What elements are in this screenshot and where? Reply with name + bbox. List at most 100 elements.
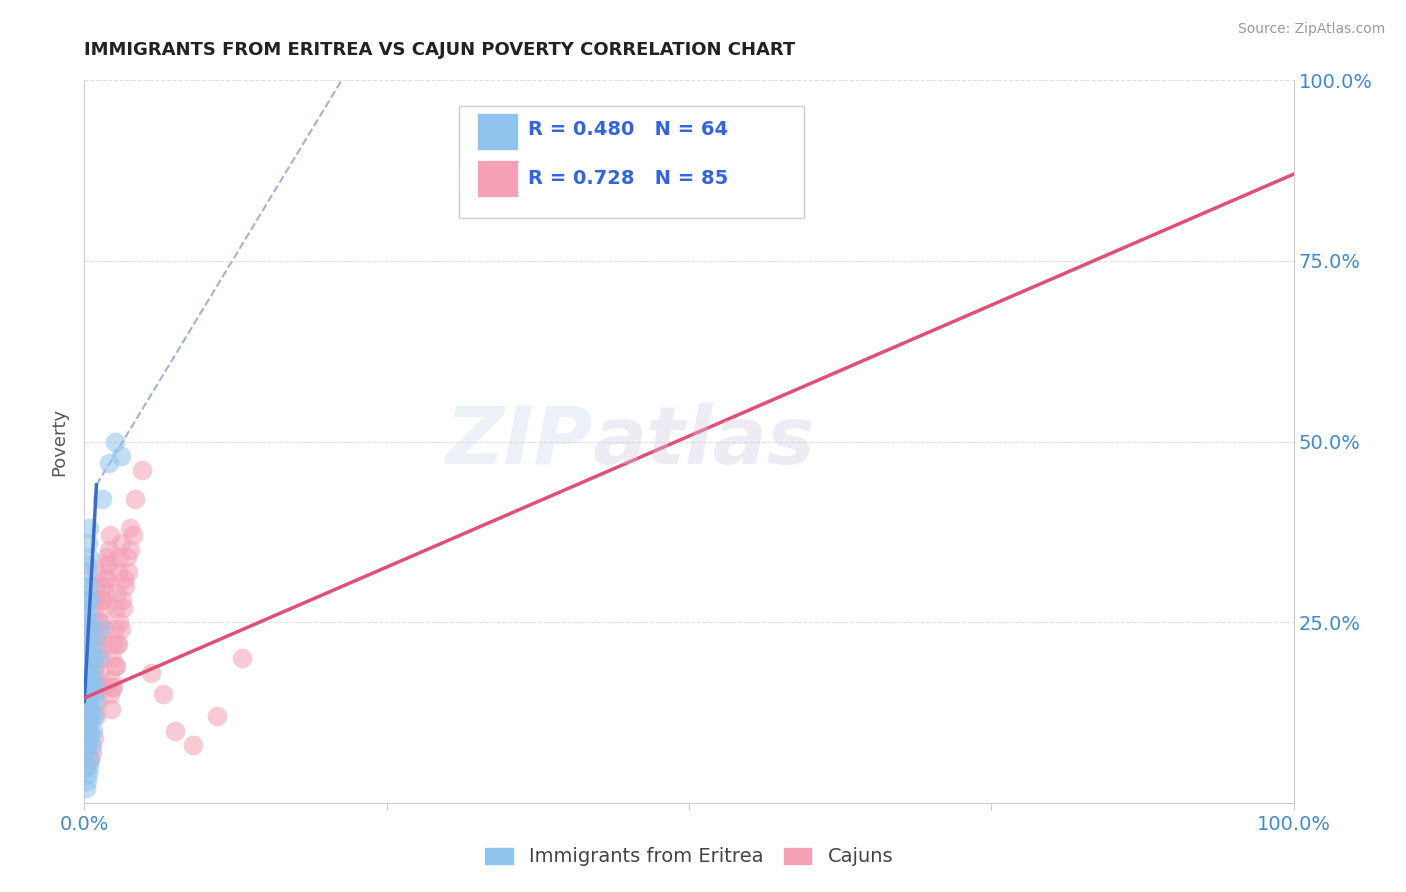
Point: [165, 723, 187, 738]
Point: [75, 738, 97, 752]
Point: [75, 630, 97, 644]
Point: [76, 637, 98, 651]
Point: [80, 680, 103, 694]
Point: [76, 680, 98, 694]
Point: [77, 550, 100, 565]
Point: [82, 607, 104, 622]
Point: [77, 658, 100, 673]
Point: [76, 558, 98, 572]
Point: [77, 607, 100, 622]
Point: [152, 687, 174, 701]
Point: [91, 492, 114, 507]
Point: [77, 709, 100, 723]
Point: [131, 463, 153, 477]
Point: [75, 781, 97, 796]
Text: R = 0.480   N = 64: R = 0.480 N = 64: [529, 120, 728, 139]
Point: [110, 449, 132, 463]
Point: [87, 615, 110, 630]
Point: [75, 695, 97, 709]
Point: [79, 637, 101, 651]
Point: [77, 760, 100, 774]
Point: [82, 723, 104, 738]
Point: [75, 760, 97, 774]
Point: [76, 709, 98, 723]
Point: [181, 738, 204, 752]
Point: [121, 528, 143, 542]
Point: [107, 637, 129, 651]
Point: [86, 709, 108, 723]
Point: [86, 651, 108, 665]
Point: [76, 702, 98, 716]
Point: [84, 579, 107, 593]
Text: ZIP: ZIP: [444, 402, 592, 481]
Point: [76, 593, 98, 607]
Point: [77, 695, 100, 709]
Point: [97, 542, 120, 557]
Point: [77, 651, 100, 665]
Point: [111, 593, 134, 607]
Point: [104, 434, 127, 449]
Point: [100, 673, 122, 687]
Point: [77, 637, 100, 651]
Point: [98, 687, 121, 701]
Point: [108, 615, 131, 630]
Point: [101, 651, 124, 665]
Point: [76, 680, 98, 694]
Point: [108, 550, 131, 565]
Point: [77, 723, 100, 738]
Text: Source: ZipAtlas.com: Source: ZipAtlas.com: [1237, 22, 1385, 37]
Point: [79, 673, 101, 687]
Point: [77, 644, 100, 658]
Point: [79, 702, 101, 716]
Point: [96, 572, 118, 586]
Point: [139, 665, 162, 680]
Point: [90, 651, 112, 665]
Point: [79, 593, 101, 607]
Point: [104, 623, 127, 637]
Point: [80, 709, 103, 723]
Point: [110, 535, 132, 549]
Point: [77, 579, 100, 593]
Point: [77, 716, 100, 731]
Point: [112, 600, 135, 615]
Point: [96, 550, 118, 565]
Point: [77, 521, 100, 535]
Point: [114, 579, 136, 593]
Point: [76, 774, 98, 789]
Point: [79, 723, 101, 738]
Point: [101, 680, 124, 694]
Point: [77, 687, 100, 701]
Point: [75, 651, 97, 665]
Point: [79, 695, 101, 709]
Point: [83, 731, 105, 745]
Point: [105, 637, 128, 651]
Point: [97, 558, 120, 572]
Point: [75, 760, 97, 774]
Point: [75, 709, 97, 723]
Point: [115, 550, 138, 565]
Point: [77, 723, 100, 738]
Point: [93, 623, 115, 637]
FancyBboxPatch shape: [460, 105, 804, 218]
Point: [86, 637, 108, 651]
Point: [82, 680, 104, 694]
Point: [80, 745, 103, 759]
Point: [76, 738, 98, 752]
Point: [77, 738, 100, 752]
Point: [103, 637, 125, 651]
Point: [80, 623, 103, 637]
Point: [120, 521, 142, 535]
Point: [104, 658, 127, 673]
Point: [77, 767, 100, 781]
Point: [93, 579, 115, 593]
FancyBboxPatch shape: [478, 112, 519, 151]
Point: [80, 665, 103, 680]
Point: [100, 702, 122, 716]
Point: [82, 651, 104, 665]
Point: [86, 680, 108, 694]
Point: [77, 731, 100, 745]
Point: [75, 607, 97, 622]
Point: [94, 558, 117, 572]
Point: [76, 745, 98, 759]
Point: [77, 709, 100, 723]
